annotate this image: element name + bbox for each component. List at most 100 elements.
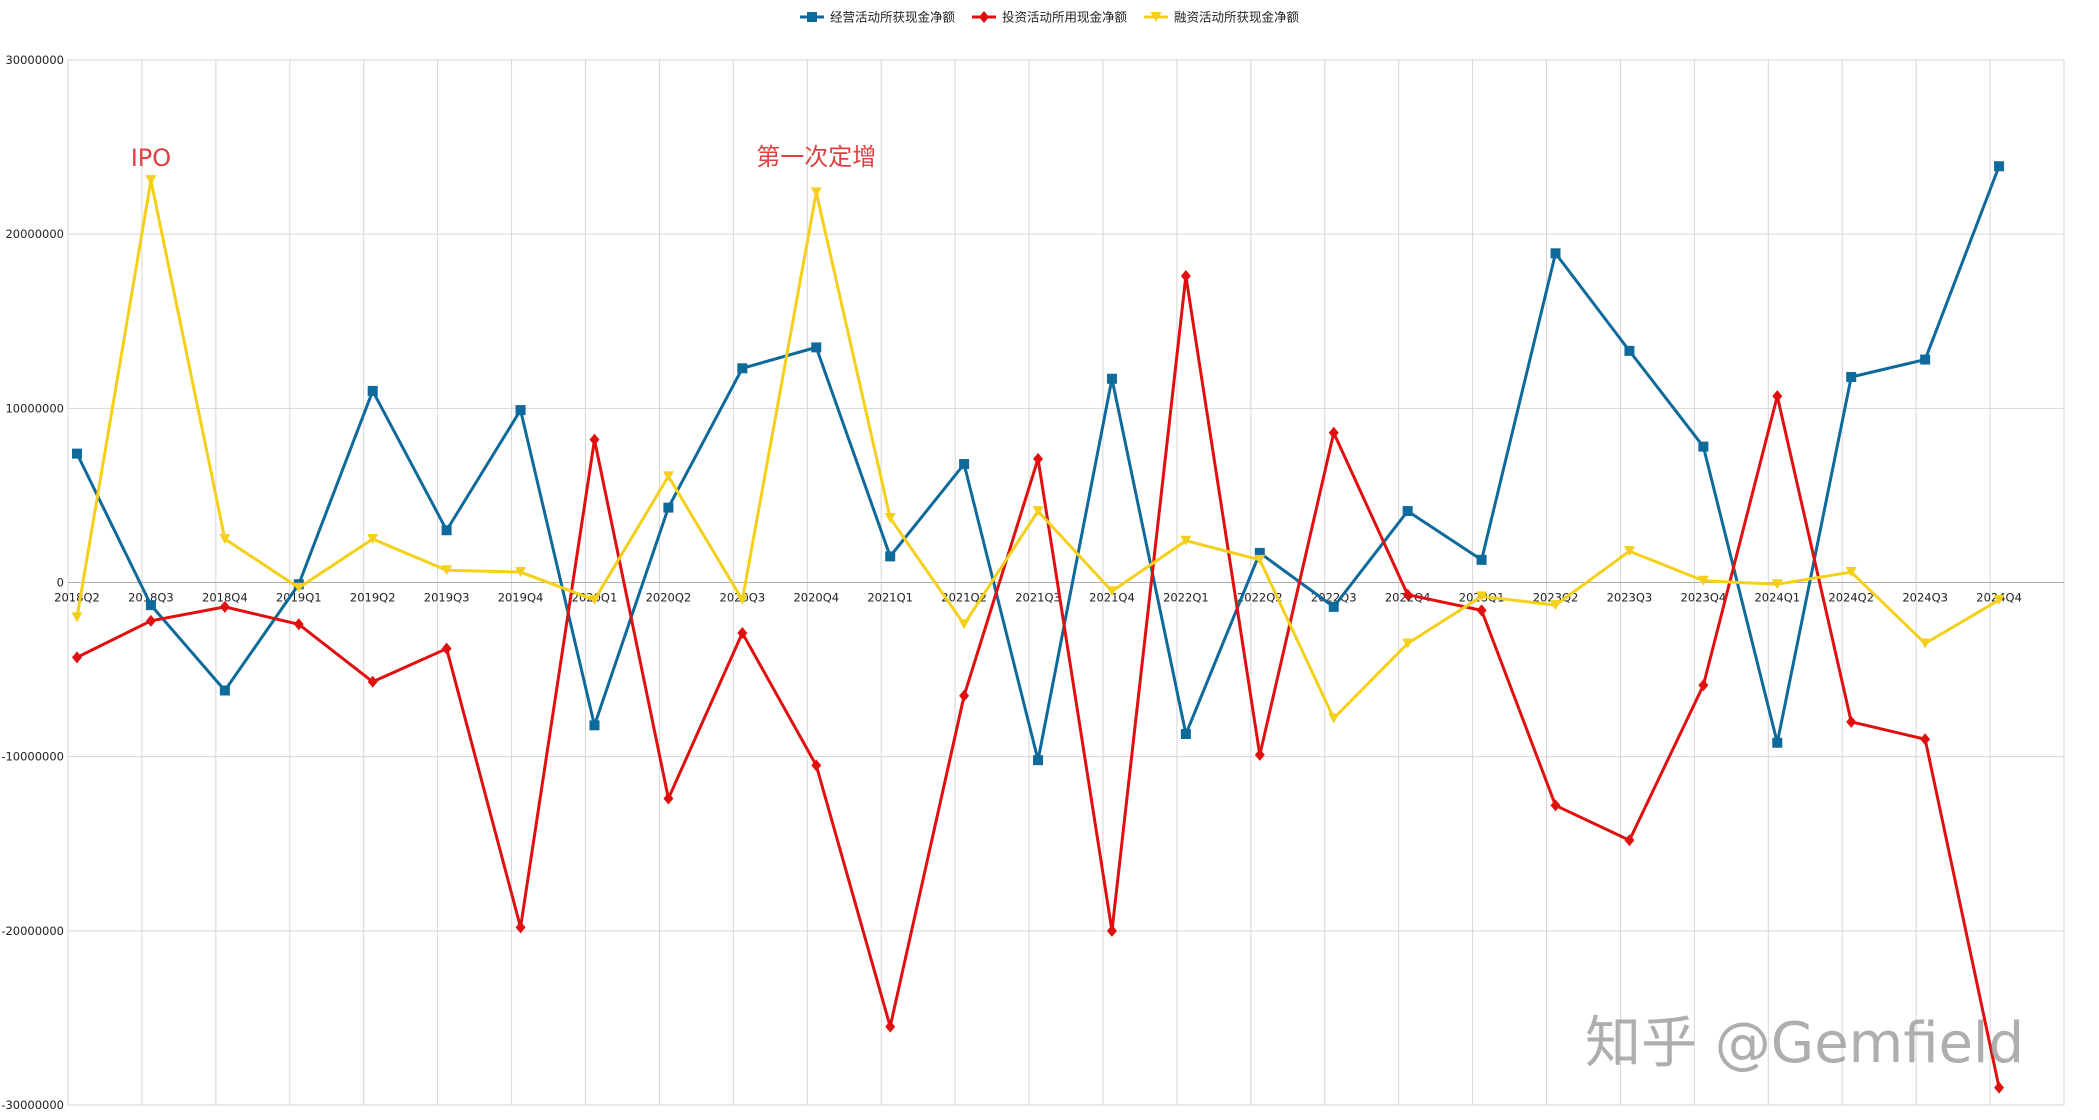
chart-grid	[67, 59, 2065, 1106]
data-point	[1328, 713, 1340, 724]
data-point	[1623, 546, 1635, 557]
data-point	[367, 385, 378, 396]
data-point	[589, 720, 600, 731]
x-tick-label: 2021Q1	[867, 591, 913, 605]
data-point	[367, 675, 378, 688]
series-line	[75, 178, 2000, 720]
data-point	[1994, 161, 2005, 172]
data-point	[1254, 554, 1266, 565]
x-tick-label: 2019Q3	[424, 591, 470, 605]
x-tick-label: 2023Q4	[1681, 591, 1727, 605]
data-point	[441, 525, 452, 536]
data-point	[145, 600, 156, 611]
data-point	[1550, 600, 1562, 611]
annotation-label: IPO	[131, 144, 171, 172]
x-tick-label: 2022Q1	[1163, 591, 1209, 605]
legend-item-3: 融资活动所获现金净额	[1144, 10, 1300, 25]
data-point	[1402, 638, 1414, 649]
data-point	[219, 685, 230, 696]
data-point	[959, 459, 970, 470]
data-point	[979, 11, 989, 23]
data-point	[1328, 426, 1339, 439]
x-tick-label: 2020Q2	[646, 591, 692, 605]
data-point	[72, 448, 82, 459]
data-point	[1993, 594, 2005, 605]
x-tick-label: 2023Q2	[1533, 591, 1579, 605]
x-tick-label: 2021Q3	[1015, 591, 1061, 605]
data-point	[1919, 638, 1931, 649]
data-point	[662, 471, 674, 482]
data-point	[1180, 269, 1191, 282]
data-point	[1033, 452, 1044, 465]
data-point	[1994, 1081, 2005, 1094]
data-point	[515, 921, 526, 934]
data-point	[663, 792, 674, 805]
data-point	[515, 567, 527, 578]
data-point	[1771, 579, 1783, 590]
data-point	[885, 551, 896, 562]
data-point	[219, 600, 230, 613]
data-point	[1328, 601, 1339, 612]
data-point	[1180, 535, 1192, 546]
data-point	[810, 187, 822, 198]
y-tick-label: 30000000	[5, 53, 64, 67]
x-axis-ticks: 2018Q2 2018Q3 2018Q4 2019Q1 2019Q2 2019Q3 2019…	[54, 591, 2022, 605]
data-point	[663, 502, 674, 513]
data-point	[1476, 554, 1487, 565]
data-point	[1772, 737, 1783, 748]
x-tick-label: 2018Q4	[202, 591, 248, 605]
data-point	[737, 363, 748, 374]
data-point	[72, 651, 82, 664]
x-tick-label: 2019Q4	[498, 591, 544, 605]
data-point	[1476, 604, 1487, 617]
y-tick-label: 10000000	[5, 401, 64, 415]
x-tick-label: 2024Q1	[1754, 591, 1800, 605]
series-2	[72, 269, 2005, 1094]
data-point	[1254, 748, 1265, 761]
data-point	[515, 405, 526, 416]
data-point	[959, 689, 970, 702]
data-point	[737, 627, 748, 640]
data-point	[1550, 248, 1561, 259]
y-tick-label: -30000000	[1, 1098, 64, 1112]
data-point	[1845, 567, 1857, 578]
data-point	[1624, 345, 1635, 356]
data-point	[219, 533, 231, 544]
data-point	[811, 759, 822, 772]
legend-label: 经营活动所获现金净额	[830, 10, 956, 25]
x-tick-label: 2019Q2	[350, 591, 396, 605]
data-point	[145, 614, 156, 627]
data-point	[1476, 591, 1488, 602]
data-point	[1698, 441, 1709, 452]
x-tick-label: 2018Q2	[54, 591, 100, 605]
legend-label: 投资活动所用现金净额	[1002, 10, 1128, 25]
data-point	[71, 612, 83, 623]
data-point	[1254, 547, 1265, 558]
data-point	[441, 565, 453, 576]
annotation-label: 第一次定增	[756, 143, 876, 171]
x-tick-label: 2018Q3	[128, 591, 174, 605]
data-point	[145, 175, 157, 186]
data-point	[1846, 715, 1857, 728]
x-tick-label: 2023Q3	[1607, 591, 1653, 605]
x-tick-label: 2021Q4	[1089, 591, 1135, 605]
chart-annotations: IPO 第一次定增	[131, 143, 877, 172]
data-point	[1402, 588, 1413, 601]
data-point	[1920, 733, 1931, 746]
data-point	[1772, 390, 1783, 403]
data-point	[367, 533, 379, 544]
data-point	[1624, 834, 1635, 847]
data-point	[885, 1020, 896, 1033]
data-point	[1180, 729, 1191, 740]
legend-item-1: 经营活动所获现金净额	[800, 10, 956, 25]
data-point	[441, 642, 452, 655]
data-point	[589, 433, 600, 446]
x-tick-label: 2024Q3	[1902, 591, 1948, 605]
data-point	[1697, 575, 1709, 586]
data-point	[293, 582, 305, 593]
data-point	[1920, 354, 1931, 365]
data-point	[293, 618, 304, 631]
x-tick-label: 2020Q4	[793, 591, 839, 605]
legend-item-2: 投资活动所用现金净额	[972, 10, 1128, 25]
x-tick-label: 2024Q2	[1828, 591, 1874, 605]
